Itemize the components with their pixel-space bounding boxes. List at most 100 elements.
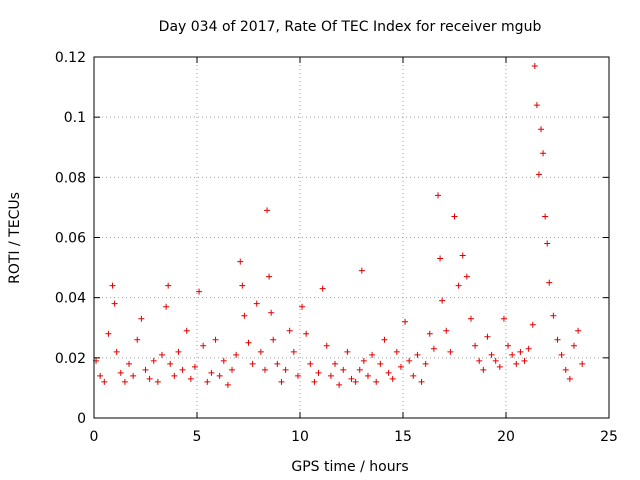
data-point — [165, 282, 172, 289]
chart-title: Day 034 of 2017, Rate Of TEC Index for r… — [159, 19, 542, 35]
data-point — [500, 315, 507, 322]
data-point — [138, 315, 145, 322]
data-point — [270, 336, 277, 343]
data-point — [531, 63, 538, 70]
data-points — [93, 63, 586, 388]
data-point — [356, 366, 363, 373]
data-point — [554, 336, 561, 343]
data-point — [435, 192, 442, 199]
data-point — [476, 357, 483, 364]
x-tick-label: 20 — [497, 429, 515, 445]
data-point — [237, 258, 244, 265]
data-point — [224, 381, 231, 388]
data-point — [467, 315, 474, 322]
data-point — [480, 366, 487, 373]
data-point — [443, 327, 450, 334]
x-tick-label: 15 — [394, 429, 412, 445]
y-tick-label: 0.08 — [55, 170, 86, 186]
data-point — [381, 336, 388, 343]
data-point — [150, 357, 157, 364]
y-tick-label: 0.12 — [55, 50, 86, 66]
data-point — [562, 366, 569, 373]
data-point — [575, 327, 582, 334]
data-point — [397, 363, 404, 370]
data-point — [509, 351, 516, 358]
data-point — [134, 336, 141, 343]
data-point — [533, 102, 540, 109]
data-point — [488, 351, 495, 358]
data-point — [327, 372, 334, 379]
data-point — [294, 372, 301, 379]
data-point — [525, 345, 532, 352]
data-point — [369, 351, 376, 358]
data-point — [175, 348, 182, 355]
data-point — [505, 342, 512, 349]
data-point — [121, 378, 128, 385]
data-point — [535, 171, 542, 178]
data-point — [142, 366, 149, 373]
data-point — [344, 348, 351, 355]
data-point — [319, 285, 326, 292]
data-point — [299, 303, 306, 310]
data-point — [220, 357, 227, 364]
data-point — [105, 330, 112, 337]
data-point — [229, 366, 236, 373]
data-point — [268, 309, 275, 316]
data-point — [566, 375, 573, 382]
data-point — [158, 351, 165, 358]
data-point — [439, 297, 446, 304]
y-tick-label: 0.1 — [64, 110, 86, 126]
data-point — [484, 333, 491, 340]
data-point — [410, 372, 417, 379]
data-point — [472, 342, 479, 349]
data-point — [377, 360, 384, 367]
y-tick-label: 0.06 — [55, 231, 86, 247]
data-point — [200, 342, 207, 349]
data-point — [191, 363, 198, 370]
data-point — [303, 330, 310, 337]
data-point — [513, 360, 520, 367]
data-point — [358, 267, 365, 274]
data-point — [257, 348, 264, 355]
data-point — [517, 348, 524, 355]
data-point — [196, 288, 203, 295]
data-point — [455, 282, 462, 289]
data-point — [307, 360, 314, 367]
data-point — [111, 300, 118, 307]
data-point — [393, 348, 400, 355]
data-point — [570, 342, 577, 349]
data-point — [542, 213, 549, 220]
data-point — [360, 357, 367, 364]
data-point — [459, 252, 466, 259]
data-point — [426, 330, 433, 337]
data-point — [290, 348, 297, 355]
data-point — [315, 369, 322, 376]
data-point — [266, 273, 273, 280]
data-point — [249, 360, 256, 367]
data-point — [264, 207, 271, 214]
y-tick-labels: 0 0.02 0.04 0.06 0.08 0.1 0.12 — [55, 50, 86, 427]
data-point — [332, 360, 339, 367]
data-point — [261, 366, 268, 373]
data-point — [389, 375, 396, 382]
y-tick-label: 0 — [77, 411, 86, 427]
data-point — [126, 360, 133, 367]
x-tick-label: 5 — [193, 429, 202, 445]
data-point — [245, 339, 252, 346]
data-point — [187, 375, 194, 382]
data-point — [101, 378, 108, 385]
data-point — [385, 369, 392, 376]
data-point — [286, 327, 293, 334]
data-point — [546, 279, 553, 286]
data-point — [109, 282, 116, 289]
data-point — [529, 321, 536, 328]
data-point — [538, 126, 545, 133]
data-point — [146, 375, 153, 382]
data-point — [212, 336, 219, 343]
data-point — [540, 150, 547, 157]
data-point — [463, 273, 470, 280]
data-point — [364, 372, 371, 379]
data-point — [352, 378, 359, 385]
data-point — [437, 255, 444, 262]
